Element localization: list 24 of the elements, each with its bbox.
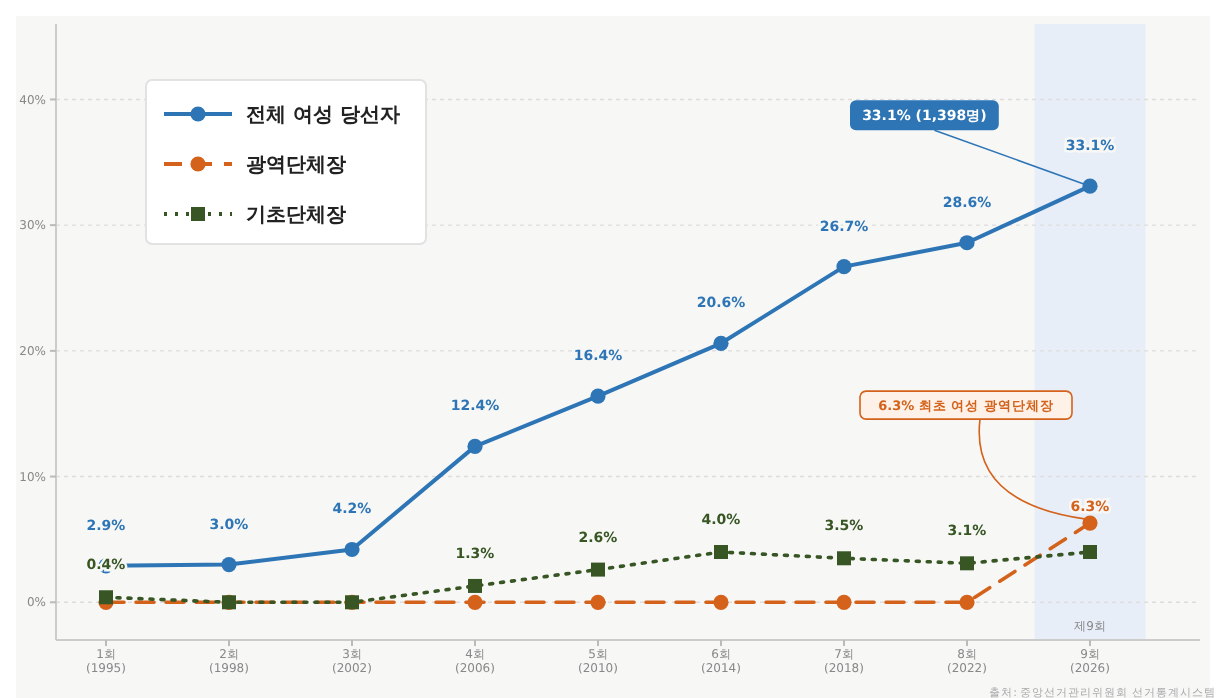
point [1083, 545, 1097, 559]
point [591, 562, 605, 577]
legend-label: 전체 여성 당선자 [246, 105, 400, 127]
legend-label: 기초단체장 [246, 205, 346, 227]
point [714, 545, 728, 559]
point [344, 541, 360, 558]
point [959, 594, 975, 610]
legend-label: 광역단체장 [246, 155, 346, 177]
point [467, 438, 483, 454]
point [713, 335, 729, 351]
point [836, 594, 852, 610]
point [467, 594, 483, 610]
point [1082, 178, 1098, 194]
point [99, 590, 113, 605]
point [590, 594, 606, 610]
point [837, 551, 851, 566]
point [959, 235, 975, 251]
point [590, 388, 606, 404]
point [468, 578, 482, 593]
point [960, 556, 974, 571]
point [1082, 515, 1098, 531]
point [221, 556, 237, 573]
point [713, 594, 729, 610]
point [836, 259, 852, 275]
